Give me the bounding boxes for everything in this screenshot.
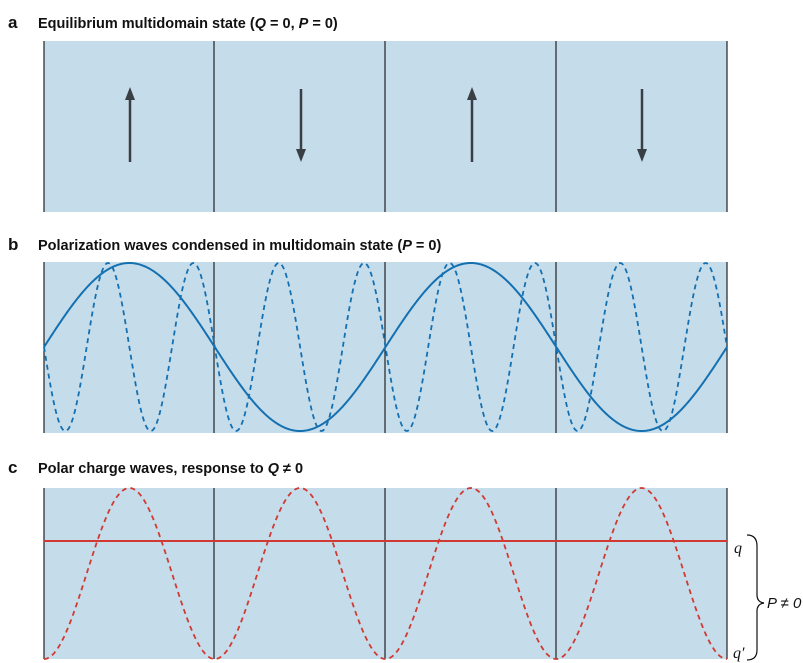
panel-c-title: Polar charge waves, response to Q ≠ 0 [38, 461, 303, 477]
label-q-prime: q′ [733, 645, 745, 662]
label-q: q [734, 540, 742, 557]
panel-b: b Polarization waves condensed in multid… [8, 235, 728, 433]
panel-c: c Polar charge waves, response to Q ≠ 0 … [8, 458, 802, 662]
panel-a: a Equilibrium multidomain state (Q = 0, … [8, 13, 728, 212]
charge-wave-dashed [43, 487, 728, 660]
up-arrow-icon [467, 87, 477, 162]
down-arrow-icon [296, 89, 306, 162]
brace-icon [746, 534, 765, 661]
panel-c-letter: c [8, 458, 17, 477]
panel-b-letter: b [8, 235, 18, 254]
up-arrow-icon [125, 87, 135, 162]
panel-b-title: Polarization waves condensed in multidom… [38, 238, 441, 254]
panel-a-title: Equilibrium multidomain state (Q = 0, P … [38, 16, 338, 32]
label-p-nonzero: P ≠ 0 [767, 595, 802, 612]
panel-a-letter: a [8, 13, 18, 32]
down-arrow-icon [637, 89, 647, 162]
polarization-wave-dashed [43, 262, 728, 432]
